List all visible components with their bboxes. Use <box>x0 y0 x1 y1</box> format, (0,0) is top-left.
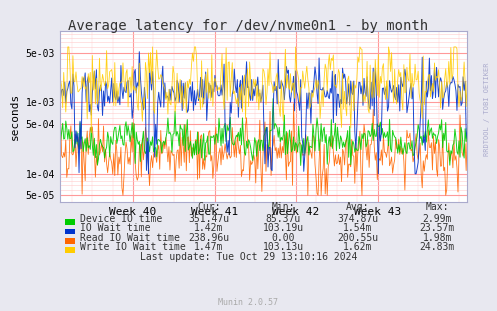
Text: Read IO Wait time: Read IO Wait time <box>80 233 179 243</box>
Text: Cur:: Cur: <box>197 202 221 212</box>
Text: 103.13u: 103.13u <box>263 242 304 252</box>
Text: 23.57m: 23.57m <box>420 223 455 233</box>
Text: 85.37u: 85.37u <box>266 214 301 224</box>
Text: 351.47u: 351.47u <box>188 214 229 224</box>
Text: 1.47m: 1.47m <box>194 242 224 252</box>
Text: Munin 2.0.57: Munin 2.0.57 <box>219 298 278 307</box>
Text: 103.19u: 103.19u <box>263 223 304 233</box>
Y-axis label: seconds: seconds <box>10 93 20 140</box>
Text: 238.96u: 238.96u <box>188 233 229 243</box>
Text: Last update: Tue Oct 29 13:10:16 2024: Last update: Tue Oct 29 13:10:16 2024 <box>140 252 357 262</box>
Text: Average latency for /dev/nvme0n1 - by month: Average latency for /dev/nvme0n1 - by mo… <box>69 19 428 33</box>
Text: Write IO Wait time: Write IO Wait time <box>80 242 185 252</box>
Text: 2.99m: 2.99m <box>422 214 452 224</box>
Text: 1.54m: 1.54m <box>343 223 373 233</box>
Text: 374.87u: 374.87u <box>337 214 378 224</box>
Text: Min:: Min: <box>271 202 295 212</box>
Text: Max:: Max: <box>425 202 449 212</box>
Text: Device IO time: Device IO time <box>80 214 162 224</box>
Text: RRDTOOL / TOBI OETIKER: RRDTOOL / TOBI OETIKER <box>484 62 490 156</box>
Text: 0.00: 0.00 <box>271 233 295 243</box>
Text: 1.62m: 1.62m <box>343 242 373 252</box>
Text: 1.98m: 1.98m <box>422 233 452 243</box>
Text: IO Wait time: IO Wait time <box>80 223 150 233</box>
Text: 200.55u: 200.55u <box>337 233 378 243</box>
Text: Avg:: Avg: <box>346 202 370 212</box>
Text: 1.42m: 1.42m <box>194 223 224 233</box>
Text: 24.83m: 24.83m <box>420 242 455 252</box>
